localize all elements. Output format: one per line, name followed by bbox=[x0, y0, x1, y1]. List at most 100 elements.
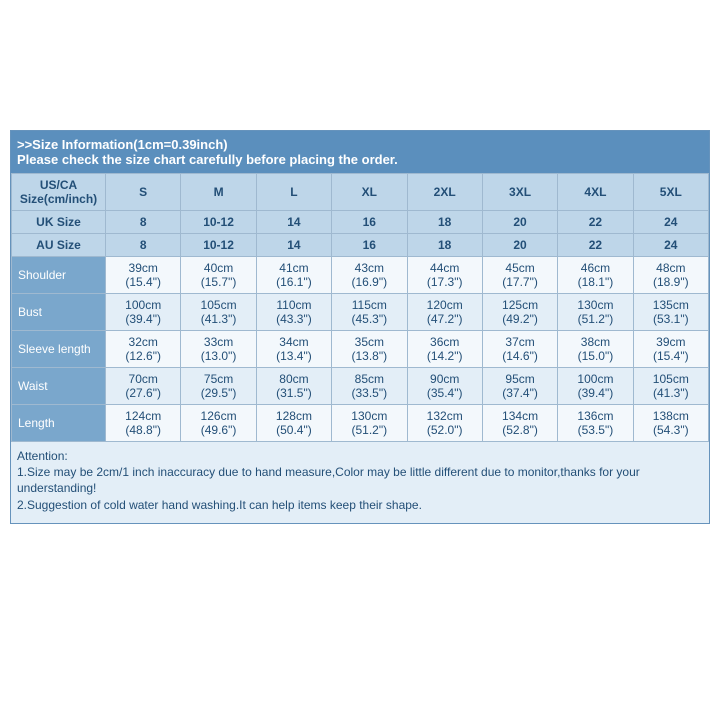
measure-cm: 124cm bbox=[108, 409, 178, 423]
measure-in: (12.6") bbox=[108, 349, 178, 363]
size-cell: 20 bbox=[482, 211, 557, 234]
measure-cm: 37cm bbox=[485, 335, 555, 349]
measure-cell: 40cm(15.7") bbox=[181, 257, 256, 294]
measure-cell: 138cm(54.3") bbox=[633, 405, 708, 442]
measure-in: (33.5") bbox=[334, 386, 404, 400]
attention-block: Attention: 1.Size may be 2cm/1 inch inac… bbox=[11, 442, 709, 523]
size-row: AU Size810-12141618202224 bbox=[12, 234, 709, 257]
measure-in: (50.4") bbox=[259, 423, 329, 437]
size-cell: 4XL bbox=[558, 174, 633, 211]
measure-in: (31.5") bbox=[259, 386, 329, 400]
measure-cm: 35cm bbox=[334, 335, 404, 349]
measure-row-label: Shoulder bbox=[12, 257, 106, 294]
size-cell: 16 bbox=[332, 234, 407, 257]
measure-cell: 39cm(15.4") bbox=[633, 331, 708, 368]
measure-in: (51.2") bbox=[334, 423, 404, 437]
measure-in: (15.4") bbox=[108, 275, 178, 289]
measure-cm: 34cm bbox=[259, 335, 329, 349]
measure-cell: 115cm(45.3") bbox=[332, 294, 407, 331]
attention-title: Attention: bbox=[17, 448, 703, 464]
measure-in: (52.8") bbox=[485, 423, 555, 437]
measure-cell: 125cm(49.2") bbox=[482, 294, 557, 331]
measure-in: (14.6") bbox=[485, 349, 555, 363]
size-cell: 14 bbox=[256, 234, 331, 257]
measure-in: (27.6") bbox=[108, 386, 178, 400]
measure-in: (48.8") bbox=[108, 423, 178, 437]
measure-in: (49.6") bbox=[183, 423, 253, 437]
measure-in: (53.1") bbox=[636, 312, 706, 326]
measure-row-label: Sleeve length bbox=[12, 331, 106, 368]
measure-cm: 70cm bbox=[108, 372, 178, 386]
measure-cm: 48cm bbox=[636, 261, 706, 275]
measure-cell: 35cm(13.8") bbox=[332, 331, 407, 368]
size-cell: L bbox=[256, 174, 331, 211]
size-row: UK Size810-12141618202224 bbox=[12, 211, 709, 234]
size-cell: 18 bbox=[407, 234, 482, 257]
measure-in: (18.9") bbox=[636, 275, 706, 289]
measure-in: (14.2") bbox=[410, 349, 480, 363]
measure-in: (17.7") bbox=[485, 275, 555, 289]
measure-cell: 110cm(43.3") bbox=[256, 294, 331, 331]
size-row: US/CA Size(cm/inch)SMLXL2XL3XL4XL5XL bbox=[12, 174, 709, 211]
measure-cm: 36cm bbox=[410, 335, 480, 349]
size-cell: 8 bbox=[106, 211, 181, 234]
measure-in: (13.8") bbox=[334, 349, 404, 363]
measure-cm: 125cm bbox=[485, 298, 555, 312]
size-row-label: AU Size bbox=[12, 234, 106, 257]
measure-in: (47.2") bbox=[410, 312, 480, 326]
measure-cell: 90cm(35.4") bbox=[407, 368, 482, 405]
measure-in: (41.3") bbox=[636, 386, 706, 400]
size-cell: 2XL bbox=[407, 174, 482, 211]
measure-cm: 135cm bbox=[636, 298, 706, 312]
measure-row: Bust100cm(39.4")105cm(41.3")110cm(43.3")… bbox=[12, 294, 709, 331]
measure-in: (15.0") bbox=[560, 349, 630, 363]
measure-row-label: Length bbox=[12, 405, 106, 442]
measure-cell: 33cm(13.0") bbox=[181, 331, 256, 368]
measure-cell: 34cm(13.4") bbox=[256, 331, 331, 368]
measure-cell: 37cm(14.6") bbox=[482, 331, 557, 368]
measure-cm: 128cm bbox=[259, 409, 329, 423]
size-cell: 24 bbox=[633, 234, 708, 257]
measure-cm: 110cm bbox=[259, 298, 329, 312]
measure-cm: 45cm bbox=[485, 261, 555, 275]
measure-cm: 75cm bbox=[183, 372, 253, 386]
size-cell: 22 bbox=[558, 234, 633, 257]
measure-cm: 105cm bbox=[183, 298, 253, 312]
measure-cell: 44cm(17.3") bbox=[407, 257, 482, 294]
size-table: US/CA Size(cm/inch)SMLXL2XL3XL4XL5XLUK S… bbox=[11, 173, 709, 442]
attention-line-2: 2.Suggestion of cold water hand washing.… bbox=[17, 497, 703, 513]
measure-cell: 120cm(47.2") bbox=[407, 294, 482, 331]
measure-row: Length124cm(48.8")126cm(49.6")128cm(50.4… bbox=[12, 405, 709, 442]
header-line-1: >>Size Information(1cm=0.39inch) bbox=[17, 137, 703, 152]
measure-cell: 95cm(37.4") bbox=[482, 368, 557, 405]
measure-cell: 105cm(41.3") bbox=[633, 368, 708, 405]
measure-in: (49.2") bbox=[485, 312, 555, 326]
measure-cell: 80cm(31.5") bbox=[256, 368, 331, 405]
measure-cell: 70cm(27.6") bbox=[106, 368, 181, 405]
size-cell: 3XL bbox=[482, 174, 557, 211]
measure-cell: 43cm(16.9") bbox=[332, 257, 407, 294]
measure-row-label: Bust bbox=[12, 294, 106, 331]
measure-in: (18.1") bbox=[560, 275, 630, 289]
size-chart: >>Size Information(1cm=0.39inch) Please … bbox=[10, 130, 710, 524]
attention-line-1: 1.Size may be 2cm/1 inch inaccuracy due … bbox=[17, 464, 703, 496]
measure-cell: 45cm(17.7") bbox=[482, 257, 557, 294]
size-cell: 8 bbox=[106, 234, 181, 257]
measure-cell: 134cm(52.8") bbox=[482, 405, 557, 442]
size-cell: S bbox=[106, 174, 181, 211]
measure-in: (54.3") bbox=[636, 423, 706, 437]
header-line-2: Please check the size chart carefully be… bbox=[17, 152, 703, 167]
size-chart-page: >>Size Information(1cm=0.39inch) Please … bbox=[0, 0, 720, 720]
measure-in: (29.5") bbox=[183, 386, 253, 400]
measure-cm: 44cm bbox=[410, 261, 480, 275]
measure-in: (37.4") bbox=[485, 386, 555, 400]
size-cell: 24 bbox=[633, 211, 708, 234]
measure-cm: 105cm bbox=[636, 372, 706, 386]
size-cell: 20 bbox=[482, 234, 557, 257]
measure-in: (51.2") bbox=[560, 312, 630, 326]
measure-cm: 46cm bbox=[560, 261, 630, 275]
measure-cm: 38cm bbox=[560, 335, 630, 349]
measure-cell: 124cm(48.8") bbox=[106, 405, 181, 442]
measure-cell: 105cm(41.3") bbox=[181, 294, 256, 331]
measure-cell: 39cm(15.4") bbox=[106, 257, 181, 294]
